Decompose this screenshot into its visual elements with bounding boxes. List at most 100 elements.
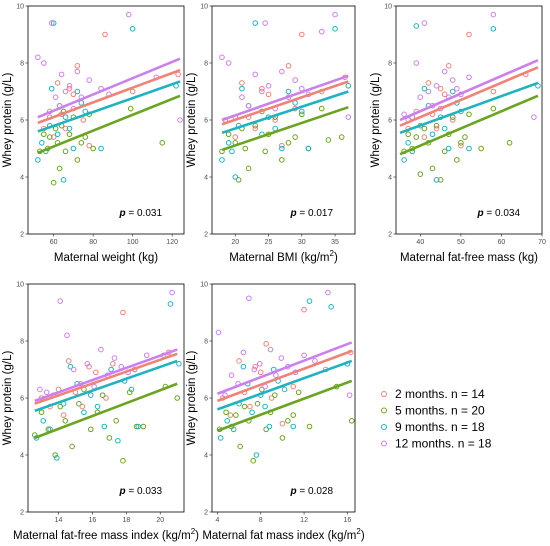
data-point xyxy=(295,389,302,396)
data-point xyxy=(285,140,292,146)
data-point xyxy=(298,108,305,115)
data-point xyxy=(262,20,269,26)
x-axis-title: Maternal fat-free mass (kg) xyxy=(400,252,538,264)
data-point xyxy=(466,74,472,81)
x-axis-title: Maternal weight (kg) xyxy=(54,252,158,264)
data-point xyxy=(462,134,468,140)
x-tick-label: 8 xyxy=(259,517,263,524)
y-tick-label: 4 xyxy=(204,453,208,460)
data-point xyxy=(79,403,86,410)
data-point xyxy=(50,134,57,140)
regression-line xyxy=(216,359,353,411)
panel-frame xyxy=(27,5,185,235)
data-point xyxy=(33,435,40,441)
y-tick-label: 6 xyxy=(204,118,208,125)
regression-line xyxy=(216,349,353,403)
data-point xyxy=(458,142,464,149)
data-point xyxy=(249,409,255,416)
data-point xyxy=(74,88,81,95)
data-point xyxy=(490,88,497,95)
regression-line xyxy=(34,382,178,440)
data-point xyxy=(429,131,436,138)
data-point xyxy=(99,392,106,398)
data-point xyxy=(242,145,249,152)
data-point xyxy=(252,20,259,26)
data-point xyxy=(266,423,273,430)
data-point xyxy=(225,131,232,138)
data-point xyxy=(43,389,50,396)
data-point xyxy=(35,54,41,61)
y-axis-title: Whey protein (g/L) xyxy=(2,73,14,168)
y-tick-label: 4 xyxy=(388,175,392,182)
data-point xyxy=(120,309,126,316)
panel-frame xyxy=(211,283,356,513)
data-point xyxy=(217,435,224,441)
x-tick-label: 12 xyxy=(300,517,308,524)
data-point xyxy=(401,111,407,118)
data-point xyxy=(265,91,272,98)
data-point xyxy=(74,157,81,163)
data-point xyxy=(466,145,472,152)
y-tick-label: 8 xyxy=(20,61,24,68)
data-point xyxy=(318,105,325,112)
data-point xyxy=(93,369,99,376)
data-point xyxy=(346,392,353,398)
data-point xyxy=(126,389,133,396)
regression-line xyxy=(216,341,353,395)
data-point xyxy=(281,386,288,393)
data-point xyxy=(413,23,420,29)
data-point xyxy=(125,11,132,18)
data-point xyxy=(115,437,121,444)
data-point xyxy=(259,85,265,92)
data-point xyxy=(223,409,229,416)
data-point xyxy=(252,71,259,78)
x-tick-label: 50 xyxy=(457,239,465,246)
data-point xyxy=(253,452,260,458)
y-axis-title: Whey protein (g/L) xyxy=(370,73,382,168)
data-point xyxy=(338,134,345,140)
y-tick-label: 2 xyxy=(204,510,208,517)
y-tick-label: 8 xyxy=(204,61,208,68)
data-point xyxy=(57,403,64,410)
data-point xyxy=(272,392,278,398)
data-point xyxy=(70,366,77,373)
data-point xyxy=(35,157,41,163)
data-point xyxy=(306,423,313,430)
data-point xyxy=(285,63,292,69)
data-point xyxy=(466,31,472,38)
legend-label: 5 months. n = 20 xyxy=(395,404,485,418)
data-point xyxy=(263,426,269,433)
panel-4: 2 4 6 8 10 14 16 18 20 Whey protein (g/L) Maternal… xyxy=(2,282,199,543)
data-point xyxy=(176,361,182,367)
regression-line xyxy=(37,80,181,133)
data-point xyxy=(62,148,69,155)
x-tick-label: 60 xyxy=(50,239,58,246)
y-tick-label: 8 xyxy=(204,339,208,346)
data-point xyxy=(40,418,47,424)
data-point xyxy=(245,102,252,109)
data-point xyxy=(298,31,305,38)
data-point xyxy=(87,392,94,398)
legend-item: 5 months. n = 20 xyxy=(381,404,485,418)
y-tick-label: 4 xyxy=(204,175,208,182)
data-point xyxy=(325,289,331,296)
data-point xyxy=(69,443,75,450)
y-tick-label: 6 xyxy=(388,118,392,125)
data-point xyxy=(285,418,291,424)
data-point xyxy=(433,177,440,183)
x-tick-label: 80 xyxy=(89,239,97,246)
legend-item: 2 months. n = 14 xyxy=(381,387,485,401)
data-point xyxy=(345,114,352,120)
y-axis-title: Whey protein (g/L) xyxy=(2,351,14,446)
data-point xyxy=(102,31,108,38)
y-tick-label: 10 xyxy=(200,282,208,289)
data-point xyxy=(74,68,81,75)
data-point xyxy=(252,122,259,129)
data-point xyxy=(108,366,114,373)
regression-line xyxy=(37,94,181,154)
y-tick-label: 10 xyxy=(16,282,24,289)
regression-line xyxy=(221,90,349,135)
x-tick-label: 100 xyxy=(127,239,139,246)
